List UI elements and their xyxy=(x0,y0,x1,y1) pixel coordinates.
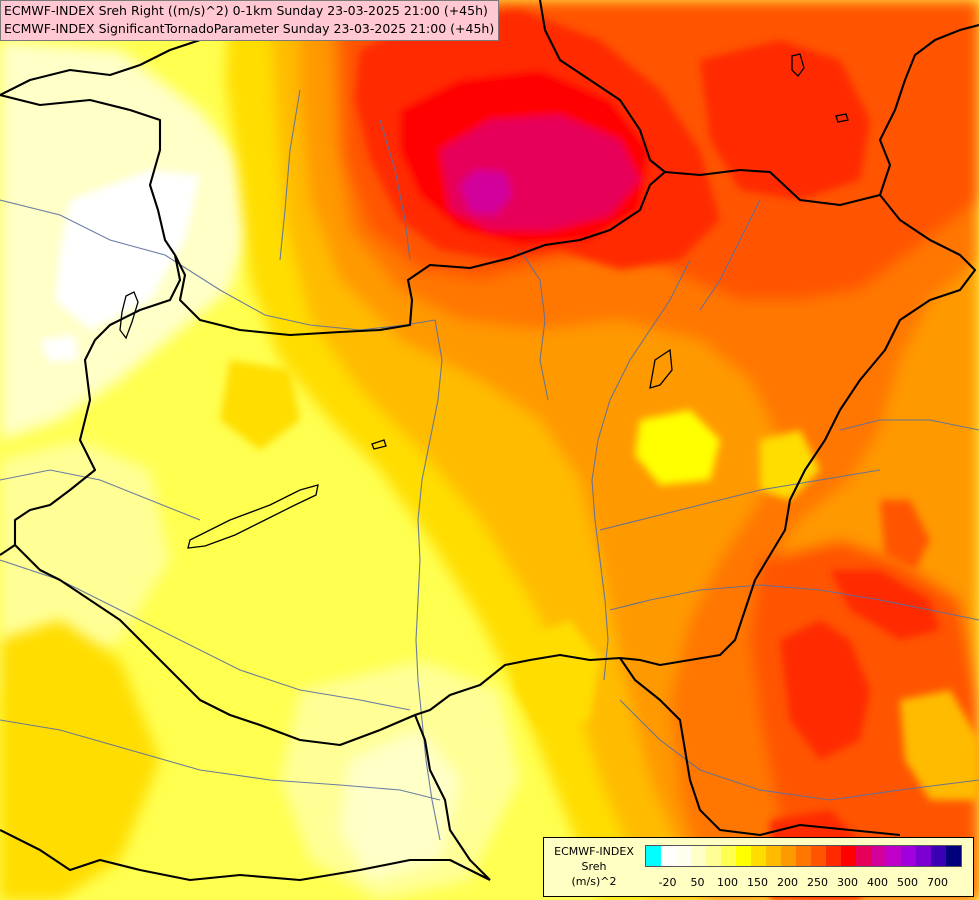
legend-swatch xyxy=(901,846,916,866)
legend-swatch xyxy=(736,846,751,866)
legend-swatch xyxy=(796,846,811,866)
lake-small-4 xyxy=(649,348,673,389)
lake-neusiedl xyxy=(119,291,139,340)
lake-small-2 xyxy=(791,53,805,77)
legend-model: ECMWF-INDEX xyxy=(554,845,634,858)
legend-color-scale xyxy=(645,845,962,867)
river-danube-upper xyxy=(0,199,436,331)
legend-tick-label: 200 xyxy=(777,876,798,889)
field-red-northeast xyxy=(700,40,870,200)
legend-tick-label: 250 xyxy=(807,876,828,889)
field-gold-sw xyxy=(0,620,160,900)
river-mures xyxy=(609,584,979,621)
lake-small-1 xyxy=(371,439,387,450)
legend-tick-label: 50 xyxy=(690,876,705,889)
river-drava xyxy=(0,559,411,711)
border-hungary-austria-slovenia xyxy=(13,254,182,545)
border-hungary-serbia xyxy=(414,653,621,716)
legend-swatch xyxy=(661,846,676,866)
legend-tick-label: 500 xyxy=(897,876,918,889)
legend-swatch xyxy=(706,846,721,866)
field-red-se-core xyxy=(780,620,870,760)
legend-swatch xyxy=(916,846,931,866)
border-hungary-ukraine-romania xyxy=(619,194,977,667)
color-legend: ECMWF-INDEX Sreh (m/s)^2 -20 50 100 150 200 2… xyxy=(543,837,974,897)
river-tributary-north xyxy=(519,249,549,401)
border-serbia-romania xyxy=(619,657,901,837)
river-sava xyxy=(0,719,441,801)
legend-tick-label: 300 xyxy=(837,876,858,889)
title-box: ECMWF-INDEX Sreh Right ((m/s)^2) 0-1km S… xyxy=(0,0,500,41)
legend-swatch xyxy=(826,846,841,866)
border-slovenia-croatia xyxy=(0,544,16,556)
field-gold-pocket-west xyxy=(220,360,300,450)
legend-swatch xyxy=(871,846,886,866)
field-white-west xyxy=(55,170,200,330)
legend-parameter: Sreh xyxy=(581,860,607,873)
field-red-se-streak xyxy=(830,570,940,640)
legend-unit: (m/s)^2 xyxy=(571,875,617,888)
river-tributary-northeast xyxy=(699,199,761,311)
river-south-1 xyxy=(619,699,979,801)
border-slovakia-hungary xyxy=(174,168,881,337)
border-czech-slovakia-austria xyxy=(0,93,176,256)
field-purple-core xyxy=(460,170,512,215)
legend-tick-label: 100 xyxy=(717,876,738,889)
legend-swatch xyxy=(811,846,826,866)
river-tisza xyxy=(591,259,691,681)
legend-tick-label: 150 xyxy=(747,876,768,889)
legend-swatch xyxy=(841,846,856,866)
legend-swatch xyxy=(886,846,901,866)
field-white-patch xyxy=(40,335,78,362)
legend-swatch xyxy=(931,846,946,866)
legend-tick-label: 400 xyxy=(867,876,888,889)
legend-tick-labels: -20 50 100 150 200 250 300 400 500 700 xyxy=(645,876,965,890)
legend-swatch xyxy=(691,846,706,866)
border-croatia-bosnia xyxy=(0,829,491,882)
field-yellow-pocket-center xyxy=(635,410,720,485)
legend-swatch xyxy=(946,846,961,866)
lake-balaton xyxy=(187,484,319,549)
legend-meta: ECMWF-INDEX Sreh (m/s)^2 xyxy=(546,844,642,889)
lakes xyxy=(119,53,849,549)
border-hungary-croatia xyxy=(14,544,416,747)
legend-swatch xyxy=(856,846,871,866)
legend-swatch xyxy=(751,846,766,866)
legend-tick-label: -20 xyxy=(658,876,677,889)
field-gold-pocket-south xyxy=(515,620,600,730)
legend-swatch xyxy=(646,846,661,866)
river-danube-middle xyxy=(415,319,443,841)
river-crisul xyxy=(599,469,881,531)
legend-swatch xyxy=(676,846,691,866)
field-gold-pocket-se xyxy=(900,690,979,800)
border-croatia-serbia xyxy=(414,714,491,881)
river-west-1 xyxy=(0,469,201,521)
river-east-1 xyxy=(839,419,979,431)
legend-tick-label: 700 xyxy=(927,876,948,889)
field-red-east xyxy=(880,500,930,570)
river-north-1 xyxy=(379,119,411,261)
lake-small-3 xyxy=(835,113,849,123)
legend-swatch xyxy=(766,846,781,866)
legend-swatch xyxy=(721,846,736,866)
legend-swatch xyxy=(781,846,796,866)
river-north-2 xyxy=(279,89,301,261)
title-line-stp: ECMWF-INDEX SignificantTornadoParameter … xyxy=(4,21,495,36)
border-poland-slovakia xyxy=(538,0,666,173)
title-line-sreh: ECMWF-INDEX Sreh Right ((m/s)^2) 0-1km S… xyxy=(4,3,488,18)
border-slovakia-ukraine xyxy=(878,23,979,196)
rivers xyxy=(0,89,979,841)
